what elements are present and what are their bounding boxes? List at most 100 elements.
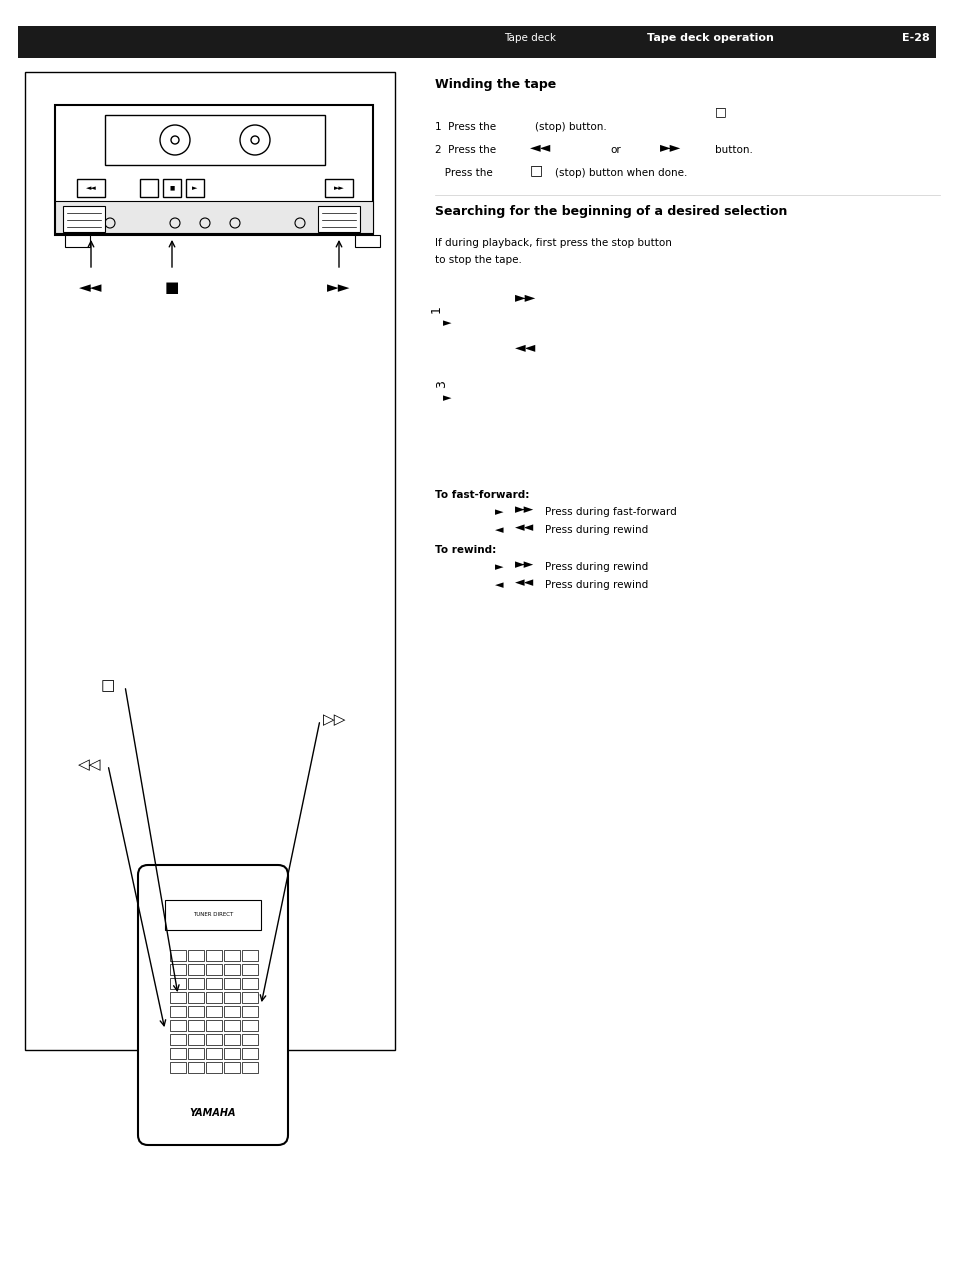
Text: ◄◄: ◄◄ [515, 340, 536, 354]
Bar [355, 235, 379, 247]
Bar [188, 1048, 204, 1060]
Text: ■: ■ [165, 280, 179, 295]
Text: ►: ► [495, 508, 503, 516]
Text: TUNER DIRECT: TUNER DIRECT [193, 912, 233, 917]
Text: ►►: ►► [334, 184, 344, 191]
Bar [206, 978, 222, 990]
Text: (stop) button when done.: (stop) button when done. [555, 168, 687, 178]
Bar [224, 1034, 240, 1046]
Bar [242, 964, 257, 976]
Text: ◄◄: ◄◄ [530, 140, 551, 154]
Bar [242, 1048, 257, 1060]
Bar [170, 1034, 186, 1046]
Bar [224, 1048, 240, 1060]
Text: ◄◄: ◄◄ [79, 280, 103, 295]
Text: ►►: ►► [515, 290, 536, 304]
Bar [188, 992, 204, 1004]
Text: ►: ► [442, 318, 451, 328]
Bar [63, 206, 105, 232]
Bar [242, 992, 257, 1004]
Bar [206, 1048, 222, 1060]
Bar [242, 1006, 257, 1018]
Bar [77, 179, 105, 197]
Text: 1  Press the: 1 Press the [435, 122, 496, 132]
Bar [188, 964, 204, 976]
Text: ■: ■ [170, 186, 174, 191]
Bar [170, 992, 186, 1004]
Text: 2  Press the: 2 Press the [435, 145, 496, 155]
Bar [188, 978, 204, 990]
Bar [186, 179, 204, 197]
Bar [242, 950, 257, 962]
Bar [206, 1062, 222, 1074]
Bar [188, 1006, 204, 1018]
Text: ▷▷: ▷▷ [323, 712, 346, 728]
Bar [206, 950, 222, 962]
Bar [224, 1006, 240, 1018]
Text: ►►: ►► [659, 140, 680, 154]
Text: □: □ [714, 106, 726, 118]
FancyBboxPatch shape [138, 865, 288, 1145]
Bar [188, 1034, 204, 1046]
Text: Tape deck: Tape deck [503, 33, 556, 43]
Text: ◄: ◄ [495, 580, 503, 590]
Text: ►: ► [495, 562, 503, 572]
Bar [325, 179, 353, 197]
Text: Press during rewind: Press during rewind [544, 580, 648, 590]
Bar [224, 1020, 240, 1032]
Text: Tape deck operation: Tape deck operation [646, 33, 773, 43]
Text: ◄◄: ◄◄ [86, 184, 96, 191]
Bar [206, 1006, 222, 1018]
Bar [188, 950, 204, 962]
Bar [242, 1062, 257, 1074]
Bar [65, 235, 90, 247]
Text: □: □ [101, 678, 115, 693]
Bar [170, 950, 186, 962]
Text: E-28: E-28 [902, 33, 929, 43]
Bar [18, 25, 935, 59]
Text: To rewind:: To rewind: [435, 544, 496, 555]
Text: to stop the tape.: to stop the tape. [435, 254, 521, 265]
Text: Searching for the beginning of a desired selection: Searching for the beginning of a desired… [435, 205, 786, 218]
Bar [170, 1020, 186, 1032]
Text: or: or [609, 145, 620, 155]
Text: Press the: Press the [435, 168, 493, 178]
Text: □: □ [530, 163, 542, 177]
Bar [170, 1006, 186, 1018]
Bar [224, 992, 240, 1004]
Bar [206, 1034, 222, 1046]
Bar [242, 978, 257, 990]
Bar [163, 179, 181, 197]
Text: ►►: ►► [515, 502, 534, 516]
Text: ◁◁: ◁◁ [78, 758, 102, 772]
Text: 1: 1 [430, 305, 442, 313]
Text: (stop) button.: (stop) button. [535, 122, 606, 132]
Text: ◄◄: ◄◄ [515, 522, 534, 534]
Text: Press during rewind: Press during rewind [544, 525, 648, 536]
Bar [242, 1020, 257, 1032]
Text: ◄◄: ◄◄ [515, 576, 534, 589]
Text: ►: ► [442, 393, 451, 403]
Bar [170, 1048, 186, 1060]
Text: ►►: ►► [515, 558, 534, 571]
Bar [224, 950, 240, 962]
Bar [188, 1062, 204, 1074]
Bar [170, 978, 186, 990]
Text: To fast-forward:: To fast-forward: [435, 490, 529, 500]
Text: Press during fast-forward: Press during fast-forward [544, 508, 676, 516]
Bar [105, 114, 325, 165]
Bar [206, 964, 222, 976]
Bar [224, 964, 240, 976]
Bar [165, 901, 261, 930]
Text: Press during rewind: Press during rewind [544, 562, 648, 572]
Bar [224, 1062, 240, 1074]
Text: ◄: ◄ [495, 525, 503, 536]
Text: ►: ► [193, 184, 197, 191]
Text: YAMAHA: YAMAHA [190, 1108, 236, 1118]
Bar [206, 992, 222, 1004]
Bar [55, 106, 373, 235]
Bar [188, 1020, 204, 1032]
Bar [140, 179, 158, 197]
Bar [206, 1020, 222, 1032]
Bar [242, 1034, 257, 1046]
